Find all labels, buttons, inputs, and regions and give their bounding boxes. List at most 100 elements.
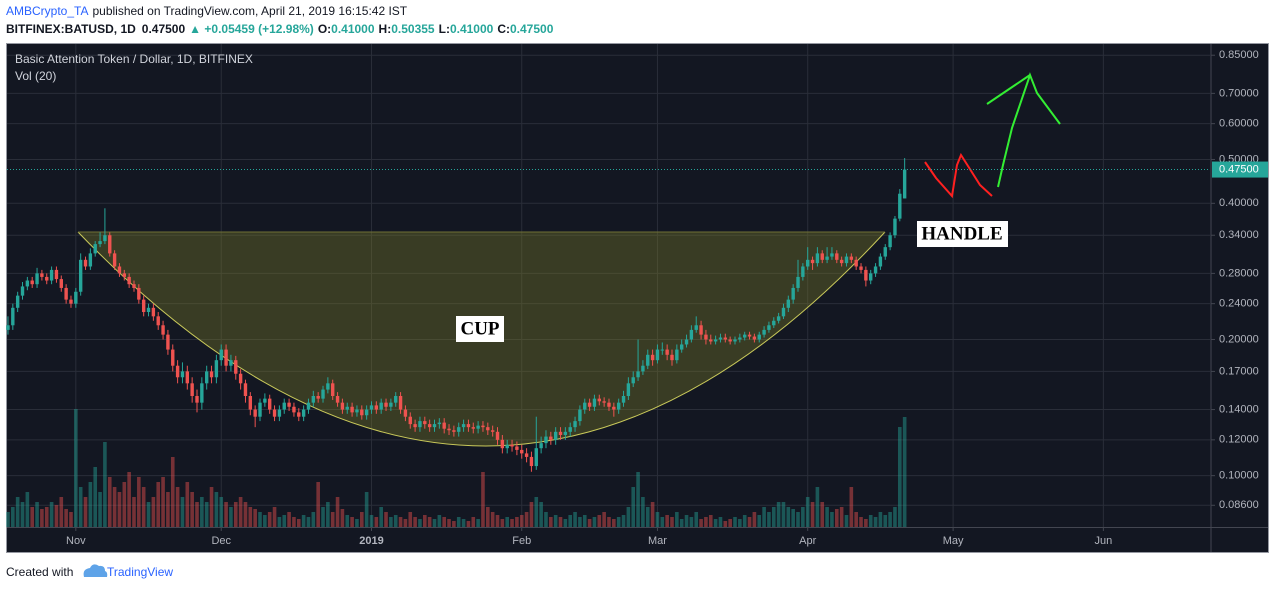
volume-bar	[170, 457, 175, 527]
volume-bar	[461, 519, 466, 527]
candle-body	[268, 398, 272, 410]
candle-body	[437, 422, 442, 425]
volume-bar	[539, 502, 543, 527]
volume-bar	[873, 517, 878, 527]
volume-bar	[490, 512, 495, 527]
candle-body	[723, 337, 728, 340]
volume-bars	[6, 409, 907, 527]
candle-body	[772, 320, 776, 326]
candle-body	[403, 409, 408, 417]
candle-body	[796, 276, 800, 288]
volume-bar	[689, 517, 694, 527]
volume-bar	[747, 517, 752, 527]
volume-bar	[112, 487, 117, 527]
candle-body	[505, 444, 509, 449]
candle-body	[45, 276, 49, 281]
volume-bar	[524, 512, 529, 527]
candle-body	[20, 286, 25, 296]
candle-body	[553, 431, 558, 440]
candle-body	[40, 273, 44, 277]
candle-body	[15, 295, 20, 308]
candle-body	[864, 269, 868, 281]
candle-body	[69, 299, 73, 304]
volume-bar	[738, 519, 742, 527]
overlay: CUP HANDLE	[7, 72, 1210, 342]
volume-bar	[25, 492, 30, 527]
volume-bar	[505, 517, 509, 527]
volume-bar	[214, 492, 219, 527]
candle-body	[248, 395, 253, 410]
volume-bar	[340, 509, 345, 527]
volume-bar	[272, 507, 277, 527]
target-arrow-head	[986, 74, 1031, 105]
volume-bar	[854, 512, 858, 527]
candle-body	[185, 371, 190, 384]
y-tick-label: 0.28000	[1219, 267, 1259, 279]
volume-bar	[510, 519, 514, 527]
symbol-line: BITFINEX:BATUSD, 1D 0.47500 ▲ +0.05459 (+1…	[6, 22, 554, 36]
candle-body	[597, 398, 601, 402]
candle-body	[616, 402, 621, 410]
candle-body	[830, 253, 834, 257]
candle-body	[263, 398, 267, 403]
candle-body	[839, 259, 844, 264]
target-arrow	[997, 72, 1061, 188]
candle-body	[878, 256, 883, 267]
candle-body	[486, 427, 490, 431]
candle-body	[282, 402, 286, 410]
volume-bar	[83, 497, 88, 527]
volume-bar	[757, 515, 762, 527]
volume-bar	[742, 515, 747, 527]
candle-body	[641, 365, 645, 372]
volume-bar	[839, 507, 844, 527]
candle-body	[54, 269, 59, 280]
volume-bar	[805, 497, 810, 527]
candle-body	[292, 406, 296, 413]
candle-body	[272, 409, 277, 417]
footer-brand[interactable]: TradingView	[107, 565, 173, 579]
volume-bar	[897, 427, 902, 527]
candle-body	[738, 337, 742, 340]
volume-bar	[277, 517, 282, 527]
volume-bar	[626, 507, 631, 527]
candle-body	[103, 235, 107, 242]
candle-body	[457, 427, 461, 432]
candle-body	[132, 284, 136, 288]
volume-bar	[253, 509, 257, 527]
volume-bar	[830, 512, 834, 527]
candle-body	[471, 427, 475, 429]
volume-bar	[849, 487, 854, 527]
candle-body	[345, 406, 349, 410]
candle-body	[786, 299, 791, 308]
candle-body	[253, 409, 257, 417]
volume-bar	[44, 507, 49, 527]
candle-body	[311, 395, 316, 403]
symbol: BITFINEX:BATUSD, 1D	[6, 22, 136, 36]
volume-bar	[752, 512, 757, 527]
volume-bar	[471, 517, 476, 527]
candle-body	[781, 307, 786, 317]
x-tick-label: Dec	[211, 535, 231, 547]
volume-bar	[820, 502, 825, 527]
volume-bar	[519, 515, 524, 527]
author-link[interactable]: AMBCrypto_TA	[6, 4, 88, 18]
volume-bar	[699, 519, 703, 527]
volume-bar	[229, 507, 233, 527]
volume-bar	[384, 512, 388, 527]
candle-body	[234, 360, 238, 374]
candle-body	[636, 371, 640, 378]
ohlc-key: C:	[497, 22, 510, 36]
candle-body	[573, 421, 577, 428]
candle-body	[112, 253, 117, 267]
volume-bar	[612, 519, 616, 527]
ohlc-key: H:	[379, 22, 392, 36]
candle-body	[408, 416, 412, 425]
candle-body	[602, 401, 606, 403]
volume-bar	[258, 512, 262, 527]
volume-bar	[456, 517, 461, 527]
candle-body	[728, 339, 732, 342]
x-tick-label: Nov	[66, 535, 86, 547]
y-tick-label: 0.34000	[1219, 229, 1259, 241]
candle-body	[374, 405, 379, 410]
candle-body	[902, 169, 907, 199]
